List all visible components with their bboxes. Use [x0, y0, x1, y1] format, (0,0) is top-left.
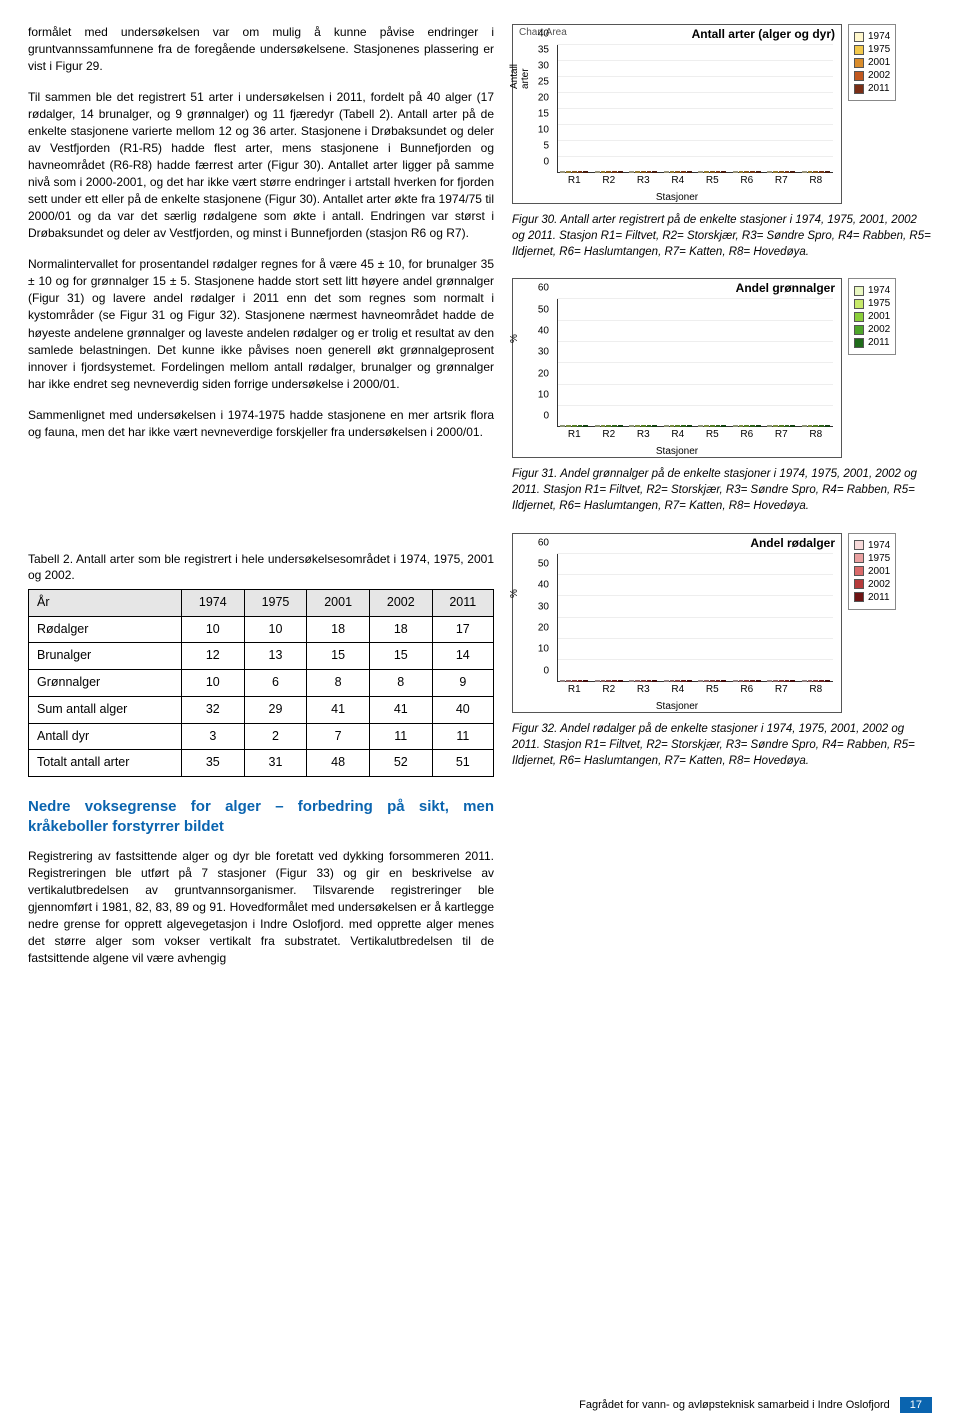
chart-31: Andel grønnalger 0102030405060%R1R2R3R4R… [512, 278, 842, 458]
table-2: År19741975200120022011Rødalger1010181817… [28, 589, 494, 777]
chart-30-title: Antall arter (alger og dyr) [692, 27, 835, 41]
caption-30: Figur 30. Antall arter registrert på de … [512, 212, 932, 260]
caption-31: Figur 31. Andel grønnalger på de enkelte… [512, 466, 932, 514]
paragraph-4: Sammenlignet med undersøkelsen i 1974-19… [28, 407, 494, 441]
bottom-section: Tabell 2. Antall arter som ble registrer… [28, 533, 932, 981]
footer-text: Fagrådet for vann- og avløpsteknisk sama… [579, 1399, 890, 1411]
left-column-bottom: Tabell 2. Antall arter som ble registrer… [28, 533, 494, 981]
chart-30-legend: 19741975200120022011 [848, 24, 896, 101]
chart-31-title: Andel grønnalger [736, 281, 835, 295]
page-number: 17 [900, 1397, 932, 1413]
chart-32-title: Andel rødalger [750, 536, 835, 550]
caption-32: Figur 32. Andel rødalger på de enkelte s… [512, 721, 932, 769]
left-column: formålet med undersøkelsen var om mulig … [28, 24, 494, 533]
chart-32: Andel rødalger 0102030405060%R1R2R3R4R5R… [512, 533, 842, 713]
chart-30-wrap: Chart Area Antall arter (alger og dyr) 0… [512, 24, 932, 204]
chart-31-wrap: Andel grønnalger 0102030405060%R1R2R3R4R… [512, 278, 932, 458]
paragraph-5: Registrering av fastsittende alger og dy… [28, 848, 494, 967]
chart-32-legend: 19741975200120022011 [848, 533, 896, 610]
chart-32-wrap: Andel rødalger 0102030405060%R1R2R3R4R5R… [512, 533, 932, 713]
table-caption: Tabell 2. Antall arter som ble registrer… [28, 551, 494, 583]
paragraph-2: Til sammen ble det registrert 51 arter i… [28, 89, 494, 242]
paragraph-3: Normalintervallet for prosentandel rødal… [28, 256, 494, 392]
right-column: Chart Area Antall arter (alger og dyr) 0… [512, 24, 932, 533]
top-section: formålet med undersøkelsen var om mulig … [28, 24, 932, 533]
section-heading: Nedre voksegrense for alger – forbedring… [28, 797, 494, 838]
chart-31-legend: 19741975200120022011 [848, 278, 896, 355]
paragraph-1: formålet med undersøkelsen var om mulig … [28, 24, 494, 75]
right-column-bottom: Andel rødalger 0102030405060%R1R2R3R4R5R… [512, 533, 932, 981]
footer: Fagrådet for vann- og avløpsteknisk sama… [0, 1397, 960, 1413]
chart-30: Chart Area Antall arter (alger og dyr) 0… [512, 24, 842, 204]
